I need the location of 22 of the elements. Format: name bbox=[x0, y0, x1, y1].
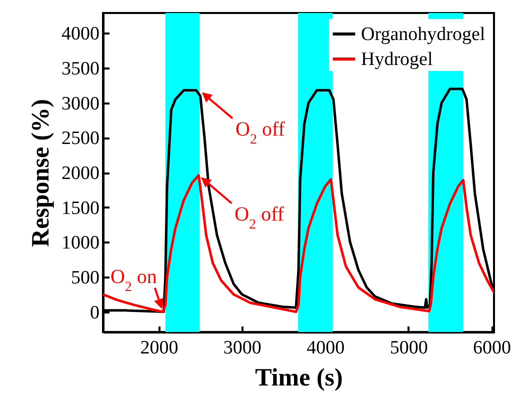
x-tick-label: 2000 bbox=[140, 338, 178, 358]
y-tick-label: 1500 bbox=[62, 198, 100, 219]
y-tick-label: 1000 bbox=[62, 232, 100, 254]
y-tick-label: 3000 bbox=[62, 93, 100, 114]
y-tick-label: 3500 bbox=[62, 58, 100, 80]
x-axis-title: Time (s) bbox=[255, 364, 343, 392]
annotation: O$_{2}$ on bbox=[110, 266, 157, 294]
line-series bbox=[103, 174, 494, 314]
annotation: O$_{2}$ off bbox=[236, 118, 286, 147]
annotation: O$_{2}$ off bbox=[234, 203, 284, 232]
legend-label: Hydrogel bbox=[361, 49, 433, 70]
x-tick-label: 3000 bbox=[223, 338, 262, 358]
y-tick-label: 0 bbox=[90, 302, 100, 324]
legend-label: Organohydrogel bbox=[361, 24, 486, 45]
x-tick-label: 5000 bbox=[390, 338, 428, 358]
y-tick-label: 500 bbox=[71, 267, 100, 288]
x-tick-label: 6000 bbox=[473, 338, 512, 358]
x-tick-label: 4000 bbox=[306, 338, 345, 358]
y-tick-label: 4000 bbox=[62, 24, 100, 45]
y-tick-label: 2500 bbox=[62, 128, 100, 150]
y-tick-label: 2000 bbox=[62, 163, 100, 184]
y-axis-title: Response (%) bbox=[28, 99, 54, 247]
